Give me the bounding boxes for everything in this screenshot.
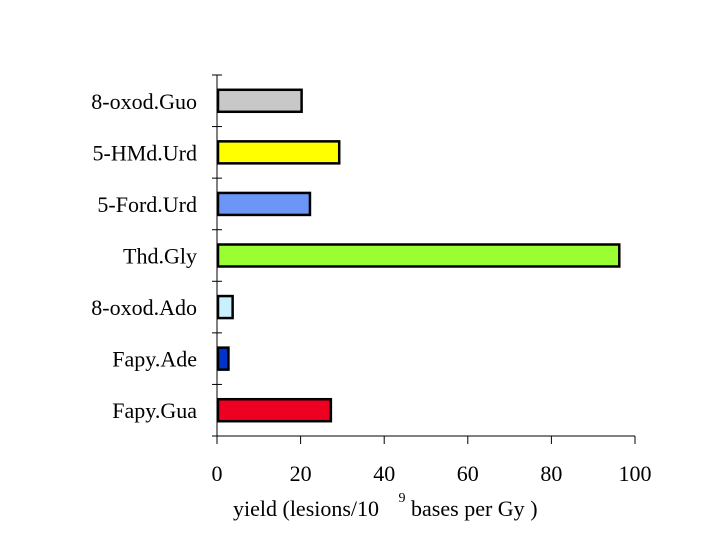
x-axis-label-suffix: bases per Gy: [411, 496, 525, 521]
x-tick-label: 40: [373, 461, 395, 486]
category-label: 5-Ford.Urd: [97, 192, 197, 217]
category-labels: 8-oxod.Guo 5-HMd.Urd 5-Ford.Urd Thd.Gly 8-ox…: [91, 89, 197, 423]
x-tick-label: 80: [540, 461, 562, 486]
x-axis-label-exponent: 9: [399, 491, 406, 506]
category-label: Thd.Gly: [123, 244, 197, 269]
x-axis-label: yield (lesions/10 9 bases per Gy ): [233, 482, 538, 521]
x-tick-label: 60: [457, 461, 479, 486]
x-tick-label: 100: [619, 461, 652, 486]
bar-5-ford-urd: [216, 191, 312, 217]
bar-8-oxod-guo: [216, 88, 303, 114]
x-tick-label: 0: [212, 461, 223, 486]
bar-fapy-gua: [216, 397, 333, 423]
x-axis: [216, 435, 636, 444]
category-label: 8-oxod.Ado: [91, 295, 197, 320]
x-tick-labels: 0 20 40 60 80 100: [212, 461, 652, 486]
bar-fapy-ade: [216, 346, 230, 371]
category-label: 5-HMd.Urd: [93, 140, 198, 165]
x-axis-label-close: ): [530, 496, 537, 521]
bars: [216, 88, 621, 423]
bar-8-oxod-ado: [216, 294, 234, 320]
bar-5-hmd-urd: [216, 140, 341, 165]
x-tick-label: 20: [290, 461, 312, 486]
category-label: 8-oxod.Guo: [91, 89, 197, 114]
bar-thd-gly: [216, 243, 621, 268]
category-label: Fapy.Ade: [112, 347, 197, 372]
category-label: Fapy.Gua: [112, 398, 197, 423]
x-axis-label-prefix: yield (lesions/10: [233, 496, 379, 521]
